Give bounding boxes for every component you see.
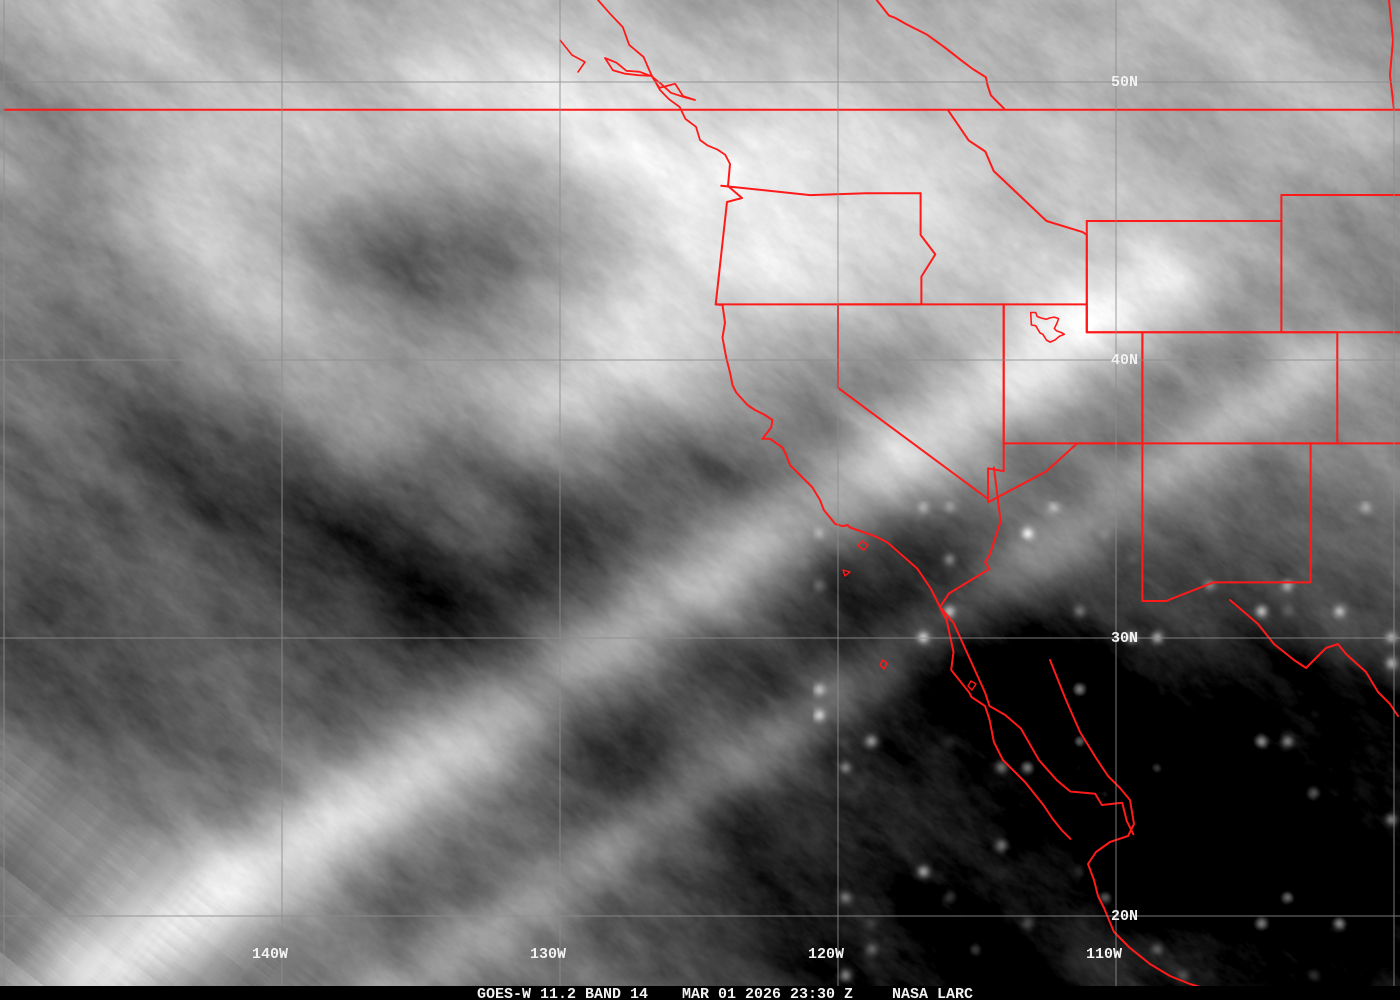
svg-text:130W: 130W xyxy=(530,946,566,963)
svg-text:40N: 40N xyxy=(1111,352,1138,369)
svg-text:30N: 30N xyxy=(1111,630,1138,647)
svg-text:MAR 01 2026 23:30 Z: MAR 01 2026 23:30 Z xyxy=(682,986,853,1000)
svg-text:120W: 120W xyxy=(808,946,844,963)
svg-text:140W: 140W xyxy=(252,946,288,963)
svg-text:50N: 50N xyxy=(1111,74,1138,91)
svg-text:NASA LARC: NASA LARC xyxy=(892,986,973,1000)
svg-text:20N: 20N xyxy=(1111,908,1138,925)
svg-text:110W: 110W xyxy=(1086,946,1122,963)
svg-text:GOES-W 11.2 BAND 14: GOES-W 11.2 BAND 14 xyxy=(477,986,648,1000)
